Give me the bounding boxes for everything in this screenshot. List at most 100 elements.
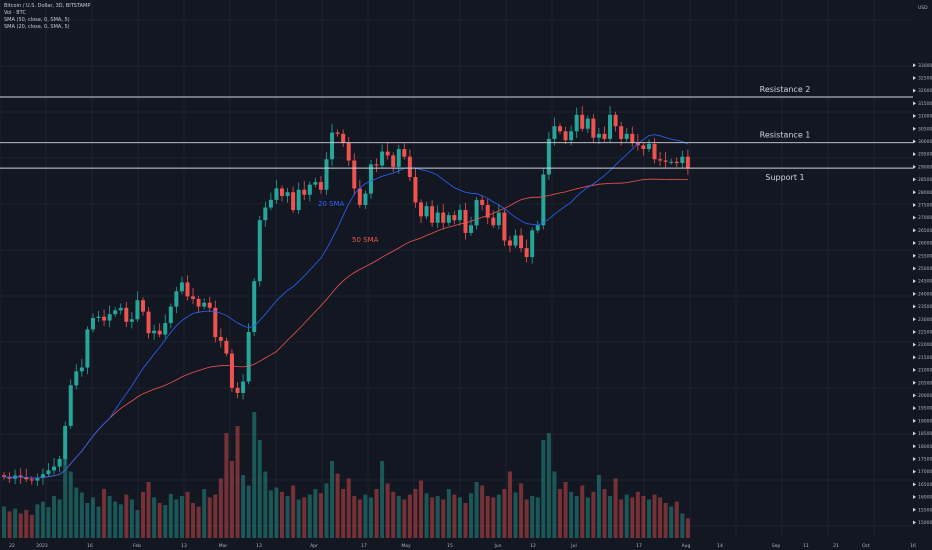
- time-tick: Apr: [310, 543, 318, 549]
- volume-bar: [196, 506, 201, 538]
- volume-bar: [630, 497, 635, 538]
- price-tick: 21000: [918, 368, 932, 374]
- volume-bar: [424, 493, 429, 538]
- volume-bar: [79, 492, 84, 538]
- candle: [608, 106, 613, 143]
- time-tick: 17: [636, 543, 642, 549]
- candle: [457, 204, 462, 226]
- volume-bar: [57, 499, 62, 538]
- candle: [430, 200, 435, 227]
- candle: [480, 195, 485, 211]
- candle: [168, 303, 173, 329]
- volume-bar: [391, 491, 396, 538]
- volume-bar: [374, 489, 379, 538]
- candle: [574, 107, 579, 138]
- volume-bar: [646, 499, 651, 538]
- candle: [624, 127, 629, 142]
- time-tick: Jul: [570, 543, 576, 549]
- volume-bar: [157, 503, 162, 538]
- volume-bar: [563, 482, 568, 538]
- candle: [363, 190, 368, 210]
- volume-bar: [274, 487, 279, 538]
- volume-bar: [185, 491, 190, 538]
- volume-bar: [52, 496, 57, 538]
- candle: [391, 152, 396, 173]
- candle: [435, 205, 440, 229]
- volume-bar: [141, 491, 145, 538]
- volume-bar: [480, 485, 485, 538]
- candle: [652, 138, 657, 164]
- price-tick: 28000: [918, 190, 932, 196]
- price-tick: 27000: [918, 215, 932, 221]
- price-tick: 23000: [918, 317, 932, 323]
- currency-label: USD: [918, 5, 928, 11]
- volume-bar: [669, 506, 674, 538]
- sma50-label: 50 SMA: [352, 236, 379, 244]
- price-tick: 20500: [918, 380, 932, 386]
- sma50-legend[interactable]: SMA (50, close, 0, SMA, 5): [4, 17, 70, 23]
- candle: [441, 203, 446, 230]
- volume-bar: [574, 496, 579, 538]
- candle: [202, 298, 207, 310]
- volume-bar: [268, 490, 273, 538]
- volume-bar: [502, 489, 507, 538]
- volume-bar: [346, 478, 351, 538]
- volume-bar: [680, 513, 685, 538]
- time-tick: May: [401, 543, 411, 549]
- volume-bar: [524, 499, 529, 538]
- price-tick: 19000: [918, 418, 932, 424]
- volume-bar: [546, 433, 551, 538]
- volume-bar: [296, 499, 301, 538]
- volume-bar: [179, 496, 184, 538]
- volume-bar: [496, 494, 501, 538]
- candle: [619, 121, 624, 146]
- volume-bar: [535, 497, 540, 538]
- candle: [663, 151, 668, 169]
- candle: [535, 220, 540, 234]
- time-tick: Aug: [682, 543, 691, 549]
- volume-bar: [85, 503, 90, 538]
- sma20-legend[interactable]: SMA (20, close, 0, SMA, 5): [4, 24, 70, 30]
- volume-bar: [363, 494, 368, 538]
- candle: [207, 296, 212, 312]
- symbol-title[interactable]: Bitcoin / U.S. Dollar, 3D, BITSTAMP: [4, 3, 91, 9]
- volume-bar: [202, 489, 207, 538]
- volume-bar: [18, 513, 23, 538]
- volume-bar: [396, 496, 401, 538]
- price-tick: 29500: [918, 152, 932, 158]
- candle: [463, 202, 468, 240]
- volume-bar: [318, 493, 323, 538]
- volume-bar: [229, 461, 234, 538]
- volume-bar: [152, 497, 157, 538]
- candle: [674, 157, 679, 168]
- price-tick: 15000: [918, 520, 932, 526]
- candle: [213, 300, 218, 343]
- candle: [341, 129, 346, 147]
- candle: [124, 301, 129, 328]
- price-axis[interactable]: 15000 15500 16000 16500 17000 17500 18000 18500…: [913, 0, 932, 550]
- volume-bar: [608, 496, 613, 538]
- time-tick: Sep: [772, 543, 781, 549]
- volume-bar: [46, 507, 51, 538]
- candle: [563, 126, 568, 145]
- volume-bar: [63, 454, 68, 538]
- price-tick: 17000: [918, 469, 932, 475]
- price-tick: 25000: [918, 266, 932, 272]
- level-label: Support 1: [765, 173, 804, 182]
- volume-bar: [335, 473, 340, 538]
- volume-bar: [129, 499, 134, 538]
- candle: [413, 168, 418, 208]
- volume-legend[interactable]: Vol · BTC: [4, 10, 26, 16]
- candle: [280, 185, 284, 202]
- support-resistance-levels: Resistance 2 Resistance 1 Support 1: [0, 85, 928, 182]
- volume-bar: [330, 461, 335, 538]
- candle: [141, 297, 145, 316]
- candle: [630, 126, 635, 147]
- price-tick: 24000: [918, 291, 932, 297]
- candle: [246, 323, 251, 385]
- volume-bar: [224, 433, 229, 538]
- candle: [79, 358, 84, 377]
- time-axis[interactable]: 22 2023 16 Feb 13 Mar 13 Apr 17 May 15 Jun 12 Jul 17 Au…: [0, 540, 932, 550]
- candle: [157, 323, 162, 338]
